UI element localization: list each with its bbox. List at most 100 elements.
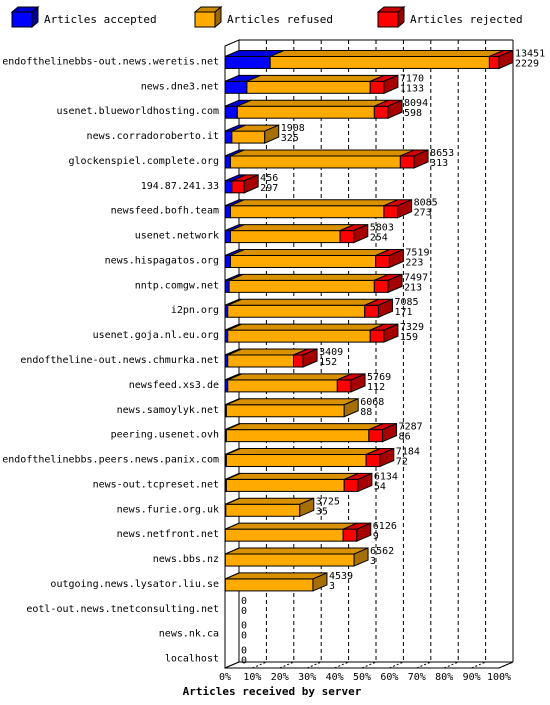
bar-segment-articles-refused	[225, 472, 359, 492]
row-label: usenet.goja.nl.eu.org	[93, 330, 219, 341]
x-tick-label: 30%	[298, 672, 316, 683]
value-label-accepted: 313	[430, 158, 448, 169]
legend-item: Articles refused	[193, 5, 333, 29]
gridline-floor-60	[389, 661, 404, 669]
value-label-accepted: 598	[404, 108, 422, 119]
value-label-accepted: 112	[367, 382, 385, 393]
value-label-accepted: 0	[241, 606, 247, 617]
bar-row	[224, 149, 429, 169]
legend-swatch-side	[31, 5, 39, 29]
bar-segment-articles-refused	[224, 547, 369, 567]
bar-face	[229, 230, 341, 244]
value-label-accepted: 2229	[515, 58, 539, 69]
row-label: glockenspiel.complete.org	[68, 156, 219, 167]
legend-swatch	[377, 11, 399, 28]
bar-face	[365, 454, 381, 468]
x-axis-title: Articles received by server	[183, 685, 362, 698]
bar-side	[350, 373, 366, 393]
x-tick-label: 90%	[463, 672, 481, 683]
value-label-accepted: 171	[394, 307, 412, 318]
bar-face	[293, 354, 304, 368]
bar-row	[224, 99, 403, 119]
bar-top	[227, 373, 352, 381]
bar-row	[224, 223, 369, 244]
bar-top	[230, 149, 415, 157]
bar-row	[224, 248, 404, 269]
bar-side	[397, 198, 413, 219]
bar-segment-articles-refused	[229, 199, 399, 219]
row-label: news.furie.org.uk	[117, 504, 219, 515]
bar-face	[383, 205, 399, 219]
bar-side	[356, 522, 372, 542]
bar-face	[225, 454, 367, 468]
bar-row	[224, 74, 399, 95]
value-label-accepted: 1133	[400, 83, 424, 94]
bar-segment-articles-refused	[227, 373, 352, 393]
x-tick-label: 20%	[271, 672, 289, 683]
bar-face	[227, 329, 371, 343]
bar-segment-articles-rejected	[343, 472, 373, 492]
bar-side	[379, 447, 395, 468]
bar-side	[312, 572, 328, 592]
x-tick-label: 100%	[487, 672, 511, 683]
bar-segment-articles-refused	[224, 572, 328, 592]
bar-face	[373, 279, 389, 293]
bar-side	[243, 174, 259, 194]
bar-face	[225, 503, 301, 517]
plot-floor	[224, 661, 514, 669]
bar-face	[375, 254, 390, 268]
bar-row	[224, 547, 369, 567]
bar-face	[224, 279, 230, 293]
bar-side	[387, 273, 403, 294]
bar-segment-articles-refused	[225, 497, 314, 517]
value-label-total: 6068	[360, 397, 384, 408]
bar-segment-articles-refused	[227, 298, 379, 318]
row-label: 194.87.241.33	[141, 181, 219, 192]
x-axis-ticks: 0% 10% 20% 30% 40% 50% 60% 70% 80% 90% 100%	[219, 672, 511, 683]
value-label-accepted: 152	[319, 357, 337, 368]
bar-row	[224, 398, 359, 418]
value-label-accepted: 72	[396, 457, 408, 468]
gridline-floor-70	[416, 661, 431, 669]
value-label-total: 0	[241, 596, 247, 607]
bar-side	[343, 398, 359, 418]
bar-row	[224, 49, 514, 70]
value-label-accepted: 3	[329, 581, 335, 592]
value-label-accepted: 0	[241, 656, 247, 667]
legend-item: Articles accepted	[10, 5, 157, 29]
bar-top	[225, 572, 328, 580]
gridline-floor-80	[444, 661, 459, 669]
bar-top	[226, 398, 359, 406]
bar-face	[227, 304, 366, 318]
bar-face	[373, 105, 389, 119]
bar-segment-articles-accepted	[224, 49, 285, 69]
bar-top	[230, 248, 390, 256]
bar-top	[225, 497, 314, 505]
bar-side	[387, 99, 403, 119]
row-label: news.netfront.net	[117, 529, 219, 540]
bar-row	[224, 572, 328, 592]
bar-face	[228, 279, 375, 293]
bar-face	[246, 80, 371, 94]
row-label: news-out.tcpreset.net	[93, 479, 219, 490]
value-label-accepted: 223	[405, 257, 423, 268]
value-label-accepted: 86	[399, 432, 411, 443]
x-tick-label: 60%	[380, 672, 398, 683]
value-label-total: 6562	[370, 546, 394, 557]
bar-row	[224, 522, 372, 542]
bar-side	[299, 497, 315, 518]
value-label-accepted: 54	[374, 481, 386, 492]
bar-face	[224, 254, 231, 268]
bar-face	[224, 80, 248, 94]
row-label: usenet.blueworldhosting.com	[56, 106, 219, 117]
value-label-accepted: 213	[404, 282, 422, 293]
legend-label: Articles rejected	[410, 13, 523, 26]
value-label-total: 7329	[400, 322, 424, 333]
bar-face	[364, 304, 379, 318]
row-label: newsfeed.bofh.team	[111, 206, 219, 217]
bar-row	[224, 198, 413, 219]
bar-face	[224, 205, 231, 219]
bar-row	[224, 472, 373, 493]
row-label: newsfeed.xs3.de	[129, 380, 219, 391]
bar-segment-articles-refused	[227, 323, 385, 343]
